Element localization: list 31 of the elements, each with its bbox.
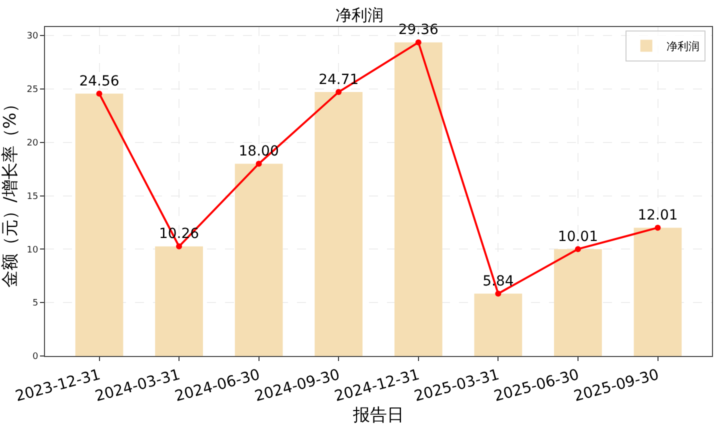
- bar: [474, 294, 522, 356]
- y-axis-title: 金额（元）/增长率（%）: [0, 96, 20, 288]
- point: [574, 246, 581, 252]
- point: [336, 89, 342, 96]
- bar: [234, 164, 283, 356]
- y-tick-label: 0: [32, 352, 38, 362]
- bar: [394, 42, 442, 356]
- point: [256, 160, 262, 167]
- y-tick-label: 20: [26, 138, 38, 149]
- y-tick-label: 30: [26, 32, 38, 42]
- legend-label: 净利润: [666, 40, 700, 54]
- y-tick-label: 10: [26, 245, 38, 256]
- point: [654, 224, 661, 231]
- point: [415, 39, 422, 46]
- point: [495, 290, 502, 297]
- data-label: 12.01: [638, 207, 678, 224]
- y-tick-label: 5: [32, 298, 38, 309]
- chart-title: 净利润: [336, 6, 384, 25]
- data-label: 24.56: [79, 73, 120, 90]
- data-label: 24.71: [318, 72, 359, 88]
- bar: [75, 94, 124, 356]
- bar: [634, 228, 682, 356]
- y-tick-label: 25: [26, 85, 38, 96]
- y-tick-label: 15: [26, 192, 38, 202]
- x-axis-title: 报告日: [352, 406, 404, 426]
- point: [176, 243, 182, 250]
- bar: [314, 92, 363, 356]
- data-label: 10.01: [558, 228, 598, 245]
- bar: [155, 246, 203, 356]
- bar: [554, 249, 602, 356]
- point: [96, 90, 102, 97]
